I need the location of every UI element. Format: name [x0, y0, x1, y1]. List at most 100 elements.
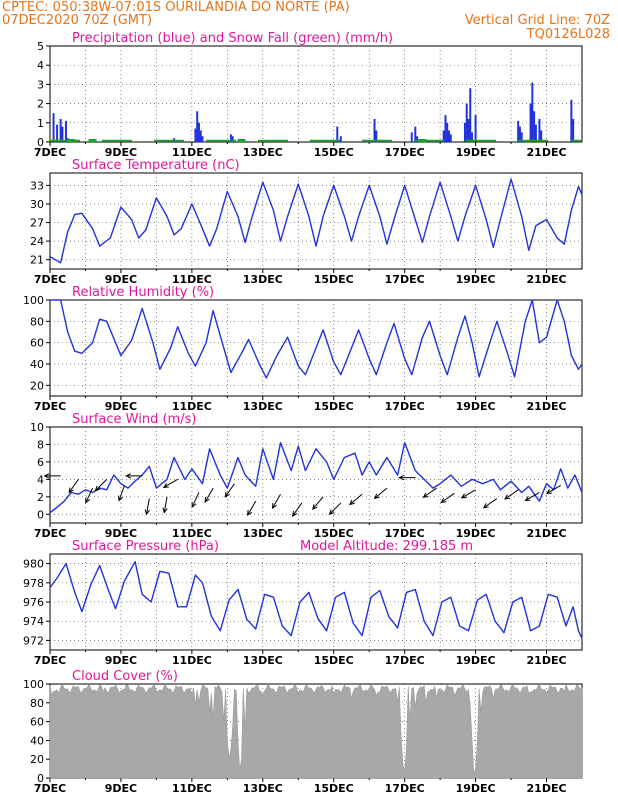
precip-ytick-label: 0 — [37, 136, 44, 149]
precip-bar — [446, 122, 449, 142]
cloud-cover-area — [49, 683, 583, 779]
wind-ytick-label: 2 — [37, 491, 44, 504]
precip-bar — [474, 115, 477, 142]
precip-bar — [64, 120, 67, 142]
rh-xtick-label: 7DEC — [34, 400, 66, 413]
wind-xtick-label: 13DEC — [243, 527, 283, 540]
precip-bar — [533, 111, 536, 142]
precip-bar — [465, 103, 468, 142]
precip-bar — [531, 82, 534, 142]
rh-xtick-label: 21DEC — [527, 400, 567, 413]
precip-bar — [471, 132, 474, 142]
wind-arrow-shaft — [374, 487, 388, 499]
temp-ytick-label: 21 — [30, 254, 44, 267]
pres-xtick-label: 19DEC — [456, 654, 496, 667]
precip-bar — [534, 124, 537, 142]
wind-arrow-shaft — [118, 485, 125, 501]
wind-arrow-head — [85, 497, 90, 504]
temp-xtick-label: 7DEC — [34, 273, 66, 286]
wind-arrow-shaft — [68, 479, 79, 493]
precip-bar — [231, 136, 234, 142]
pres-subtitle: Model Altitude: 299.185 m — [300, 539, 473, 554]
wind-arrow-shaft — [224, 483, 235, 498]
wind-ytick-label: 4 — [37, 473, 44, 486]
wind-ytick-label: 0 — [37, 508, 44, 521]
wind-ytick-label: 6 — [37, 456, 44, 469]
precip-ytick-label: 5 — [37, 40, 44, 53]
rh-frame — [49, 299, 583, 397]
snow-bar — [237, 139, 246, 142]
header: CPTEC: 050:38W-07:01S OURILANDIA DO NORT… — [0, 0, 618, 46]
temp-title: Surface Temperature (nC) — [72, 158, 240, 173]
cloud-ytick-label: 60 — [30, 716, 44, 729]
wind-title: Surface Wind (m/s) — [72, 412, 196, 427]
rh-series-line — [50, 299, 583, 379]
temp-xtick-label: 21DEC — [527, 273, 567, 286]
precip-bar — [410, 132, 413, 142]
precip-bar — [61, 126, 64, 142]
wind-xtick-label: 17DEC — [385, 527, 425, 540]
precip-bar — [339, 136, 342, 142]
wind-xtick-label: 7DEC — [34, 527, 66, 540]
wind-arrow-head — [247, 510, 253, 517]
pres-xtick-label: 9DEC — [105, 654, 137, 667]
pres-ytick-label: 972 — [23, 634, 44, 647]
cloud-xtick-label: 7DEC — [34, 782, 66, 795]
wind-arrow-head — [545, 489, 552, 495]
precip-bar — [196, 111, 199, 142]
rh-ytick-label: 20 — [30, 379, 44, 392]
precip-bar — [517, 120, 520, 142]
wind-arrow-head — [191, 501, 197, 508]
temp-ytick-label: 33 — [30, 179, 44, 192]
pres-xtick-label: 21DEC — [527, 654, 567, 667]
rh-ytick-label: 100 — [23, 294, 44, 307]
precip-bar — [467, 118, 470, 142]
cloud-xtick-label: 21DEC — [527, 782, 567, 795]
pres-ytick-label: 976 — [23, 596, 44, 609]
wind-arrow-shaft — [85, 487, 94, 503]
pres-xtick-label: 15DEC — [314, 654, 354, 667]
precip-bar — [444, 115, 447, 142]
precip-bar — [52, 113, 55, 142]
precip-bar — [201, 136, 204, 142]
wind-arrow-head — [504, 494, 511, 500]
wind-frame — [49, 426, 583, 524]
wind-arrow-head — [348, 499, 355, 506]
precip-bar — [529, 103, 532, 142]
precip-bar — [572, 118, 575, 142]
rh-xtick-label: 19DEC — [456, 400, 496, 413]
precip-bar — [449, 134, 452, 142]
precip-xtick-label: 21DEC — [527, 146, 567, 159]
wind-arrow-head — [524, 496, 531, 502]
wind-arrow-head — [125, 473, 131, 479]
wind-ytick-label: 8 — [37, 438, 44, 451]
header-model-id: TQ0126L028 — [526, 27, 610, 42]
pres-ytick-label: 980 — [23, 558, 44, 571]
wind-arrow-head — [440, 497, 447, 504]
temp-ytick-label: 30 — [30, 198, 44, 211]
cloud-ytick-label: 20 — [30, 753, 44, 766]
precip-bar — [442, 130, 445, 142]
wind-arrow-head — [204, 496, 210, 503]
precip-bar — [540, 130, 543, 142]
wind-arrow-head — [162, 507, 168, 514]
wind-xtick-label: 9DEC — [105, 527, 137, 540]
precip-ytick-label: 3 — [37, 78, 44, 91]
temp-xtick-label: 11DEC — [172, 273, 212, 286]
pres-xtick-label: 13DEC — [243, 654, 283, 667]
precip-ytick-label: 4 — [37, 59, 44, 72]
precip-bar — [463, 122, 466, 142]
precip-xtick-label: 19DEC — [456, 146, 496, 159]
wind-arrow-head — [482, 503, 489, 509]
precip-bar — [199, 130, 202, 142]
rh-xtick-label: 9DEC — [105, 400, 137, 413]
rh-ytick-label: 80 — [30, 315, 44, 328]
header-station-line: CPTEC: 050:38W-07:01S OURILANDIA DO NORT… — [2, 0, 350, 15]
pres-xtick-label: 17DEC — [385, 654, 425, 667]
snow-bar — [67, 139, 76, 142]
cloud-xtick-label: 11DEC — [172, 782, 212, 795]
precip-ytick-label: 2 — [37, 98, 44, 111]
precip-xtick-label: 13DEC — [243, 146, 283, 159]
wind-arrow-shaft — [146, 498, 150, 515]
cloud-xtick-label: 15DEC — [314, 782, 354, 795]
